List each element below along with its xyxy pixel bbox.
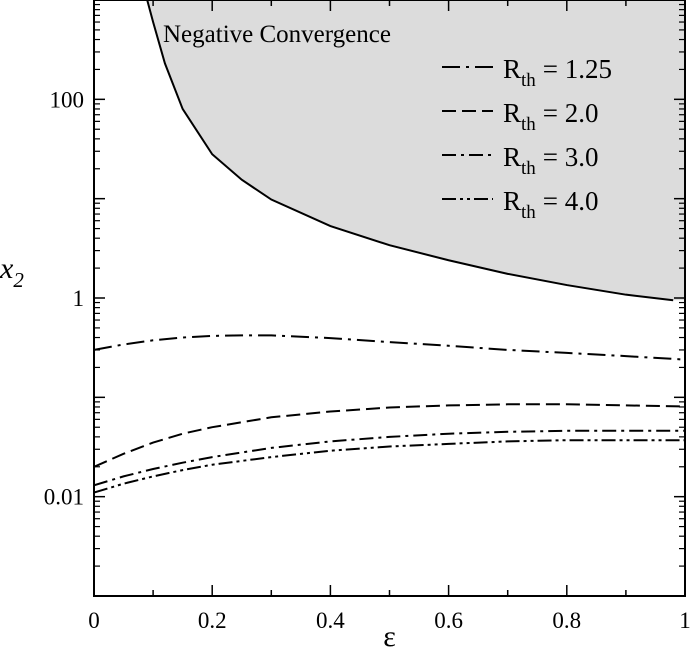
legend-name-main: R [503,142,521,172]
legend-name-main: R [503,54,521,84]
series-line-2 [94,429,685,487]
y-axis-title: x2 [0,252,24,292]
series-line-3 [94,439,685,494]
legend-name-value: = 4.0 [543,186,599,216]
legend-name-main: R [503,186,521,216]
y-axis-title-main: x [0,252,14,285]
x-tick-label: 0.6 [434,608,463,633]
y-tick-label: 100 [50,87,85,112]
x-tick-label: 0.8 [552,608,581,633]
x-tick-label: 1 [679,608,691,633]
region-annotation: Negative Convergence [163,21,391,48]
legend-name-value: = 1.25 [543,54,612,84]
y-axis-title-sub: 2 [13,268,24,292]
x-tick-label: 0 [88,608,100,633]
legend-name-value: = 2.0 [543,98,599,128]
y-tick-label: 0.01 [44,485,84,510]
x-tick-label: 0.2 [198,608,227,633]
series-line-0 [94,334,685,361]
x-axis-title: ε [383,620,396,652]
legend-name-sub: th [521,158,536,179]
legend-name-value: = 3.0 [543,142,599,172]
legend-label-3: Rth = 4.0 [503,186,599,223]
y-tick-label: 1 [73,286,85,311]
legend-label-0: Rth = 1.25 [503,54,612,91]
legend-label-1: Rth = 2.0 [503,98,599,135]
legend-name-sub: th [521,202,536,223]
legend-name-main: R [503,98,521,128]
series-line-1 [94,403,685,468]
legend-name-sub: th [521,114,536,135]
legend-label-2: Rth = 3.0 [503,142,599,179]
x-tick-label: 0.4 [316,608,345,633]
legend-name-sub: th [521,70,536,91]
negative-convergence-region [147,0,685,301]
region-boundary-line [146,0,674,302]
